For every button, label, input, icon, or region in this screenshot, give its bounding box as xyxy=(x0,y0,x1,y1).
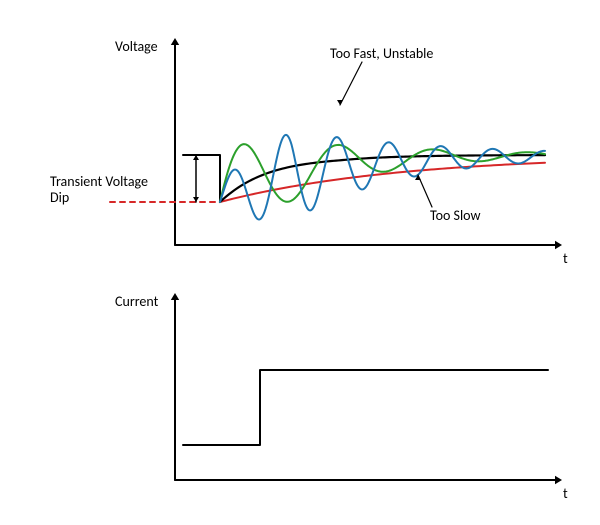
x-axis-label: t xyxy=(563,250,568,267)
callout-slow-text: Too Slow xyxy=(430,207,481,224)
callout-unstable: Too Fast, Unstable xyxy=(330,45,433,105)
callout-slow: Too Slow xyxy=(415,175,481,224)
y-axis-label: Voltage xyxy=(115,38,158,55)
y-axis-label: Current xyxy=(115,293,159,310)
voltage-step-trace xyxy=(183,155,220,202)
current-step-trace xyxy=(183,370,548,445)
bottom_chart: t Current xyxy=(115,293,568,502)
callout-unstable-text: Too Fast, Unstable xyxy=(330,45,433,62)
curve-unstable xyxy=(220,135,545,220)
x-axis-label: t xyxy=(563,485,568,502)
diagram-canvas: tVoltageTransient VoltageDipToo Fast, Un… xyxy=(0,0,600,525)
transient-dip-arrow xyxy=(193,155,199,202)
top_chart: tVoltageTransient VoltageDipToo Fast, Un… xyxy=(50,38,568,267)
